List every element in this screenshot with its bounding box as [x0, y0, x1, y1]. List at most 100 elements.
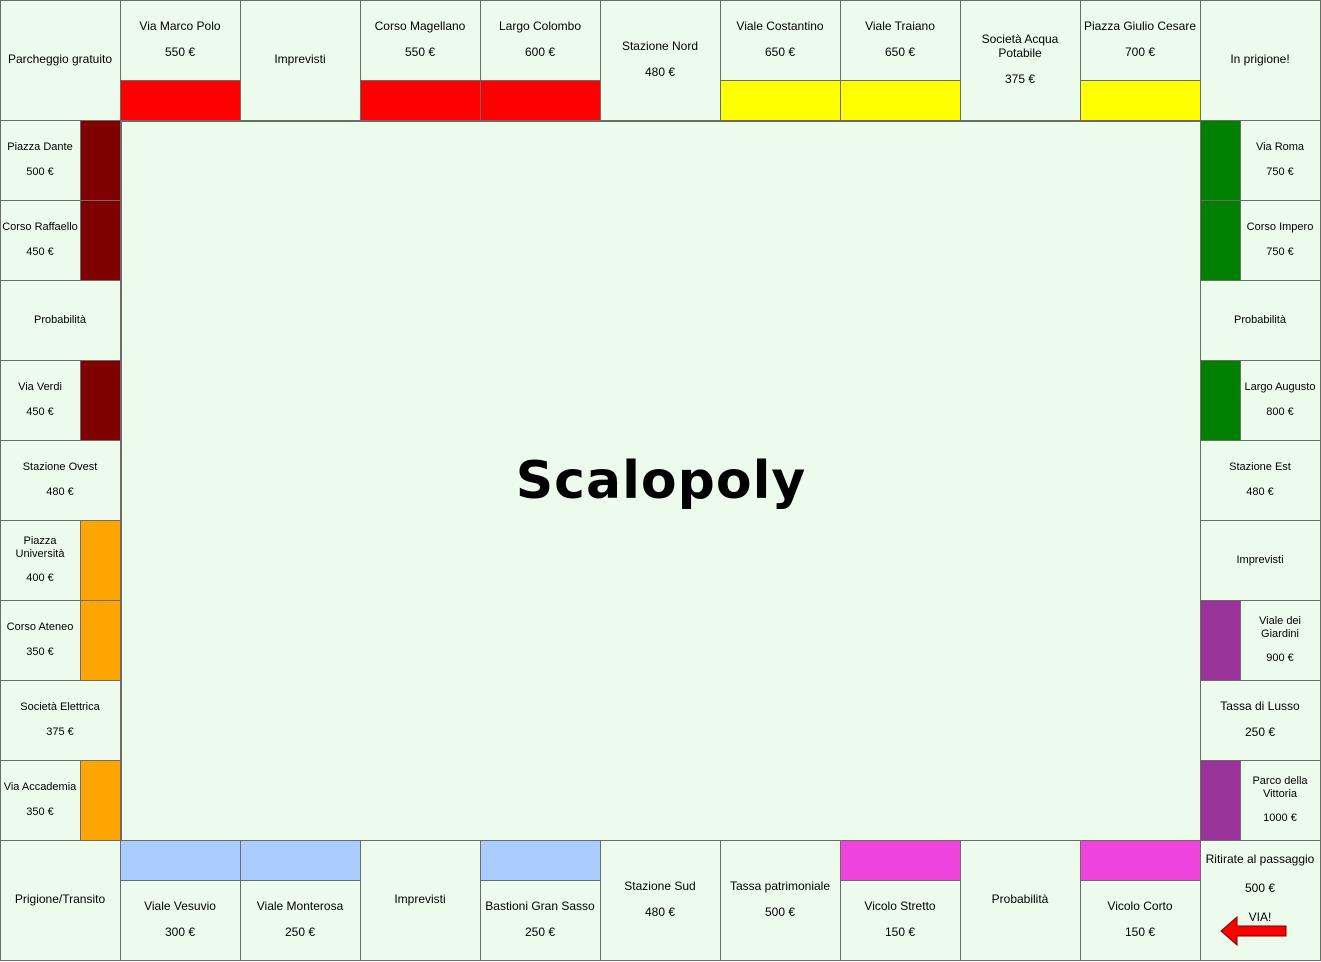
- space-name: Viale dei Giardini: [1259, 615, 1301, 640]
- go-text-line1: Ritirate al passaggio: [1205, 852, 1315, 867]
- space-price: 750 €: [1266, 246, 1294, 258]
- space-name: Viale Vesuvio: [144, 899, 216, 914]
- space-price: 1000 €: [1263, 812, 1297, 825]
- space-text: Stazione Est 480 €: [1202, 442, 1318, 518]
- space-name: Imprevisti: [274, 52, 326, 67]
- space-price: 250 €: [1244, 725, 1276, 739]
- space-imprevisti[interactable]: [240, 0, 361, 121]
- space-price: 250 €: [284, 925, 316, 939]
- corner-label: Prigione/Transito: [2, 842, 118, 958]
- space-price: 650 €: [884, 45, 916, 59]
- space-stazione-sud[interactable]: [600, 840, 721, 961]
- color-band: [80, 360, 121, 441]
- space-name: Società Elettrica: [20, 701, 100, 714]
- space-name: Stazione Est: [1229, 461, 1291, 474]
- space-price: 600 €: [524, 45, 556, 59]
- space-text: Viale Traiano 650 €: [842, 4, 958, 76]
- space-price: 550 €: [164, 45, 196, 59]
- space-text: Imprevisti: [362, 844, 478, 956]
- space-price: 650 €: [764, 45, 796, 59]
- space-text: Imprevisti: [242, 4, 358, 116]
- space-price: 750 €: [1266, 166, 1294, 178]
- space-stazione-ovest[interactable]: [0, 440, 121, 521]
- space-probabilita[interactable]: [0, 280, 121, 361]
- space-price: 500 €: [26, 166, 54, 178]
- space-text: Via Roma 750 €: [1241, 122, 1319, 198]
- corner-free-parking[interactable]: [0, 0, 121, 121]
- color-band: [1200, 120, 1241, 201]
- space-price: 480 €: [644, 65, 676, 79]
- space-name: Via Roma: [1255, 141, 1305, 154]
- space-text: Viale Vesuvio 300 €: [122, 882, 238, 958]
- corner-go-to-jail[interactable]: [1200, 0, 1321, 121]
- space-text: Piazza Dante 500 €: [1, 122, 79, 198]
- board-center: Scalopoly: [121, 121, 1201, 841]
- space-text: Tassa patrimoniale 500 €: [722, 844, 838, 956]
- space-name: Via Verdi: [18, 381, 62, 394]
- color-band: [1200, 600, 1241, 681]
- color-band: [120, 80, 241, 121]
- space-text: Corso Ateneo 350 €: [1, 602, 79, 678]
- go-text-line2: 500 €: [1244, 881, 1276, 896]
- space-name: Bastioni Gran Sasso: [485, 899, 595, 914]
- space-text: Tassa di Lusso 250 €: [1202, 682, 1318, 758]
- space-text: Vicolo Corto 150 €: [1082, 882, 1198, 958]
- space-name: Tassa di Lusso: [1220, 699, 1300, 714]
- space-tassa-di-lusso[interactable]: [1200, 680, 1321, 761]
- corner-jail[interactable]: [0, 840, 121, 961]
- color-band: [80, 120, 121, 201]
- space-name: Largo Colombo: [498, 19, 582, 34]
- space-name: Corso Magellano: [374, 19, 466, 34]
- space-name: Corso Ateneo: [6, 621, 74, 634]
- color-band: [80, 760, 121, 841]
- color-band: [720, 80, 841, 121]
- color-band: [80, 600, 121, 681]
- space-name: Corso Raffaello: [2, 221, 78, 234]
- space-name: Probabilità: [34, 313, 86, 326]
- space-price: 480 €: [46, 486, 74, 498]
- color-band: [120, 840, 241, 881]
- space-name: Via Accademia: [3, 781, 77, 794]
- corner-go[interactable]: [1200, 840, 1321, 961]
- space-price: 350 €: [26, 806, 54, 818]
- space-name: Piazza Università: [15, 535, 65, 560]
- space-price: 700 €: [1124, 45, 1156, 59]
- space-price: 400 €: [26, 572, 54, 585]
- space-name: Probabilità: [1234, 313, 1286, 326]
- space-price: 500 €: [764, 905, 796, 919]
- space-price: 375 €: [1004, 71, 1036, 86]
- board-logo-title: Scalopoly: [515, 451, 807, 511]
- space-name: Stazione Sud: [624, 879, 696, 894]
- space-name: Società Acqua Potabile: [981, 32, 1059, 61]
- color-band: [360, 80, 481, 121]
- space-price: 350 €: [26, 646, 54, 658]
- space-text: Società Acqua Potabile 375 €: [962, 4, 1078, 116]
- space-name: Vicolo Corto: [1107, 899, 1173, 914]
- corner-label-text: Parcheggio gratuito: [7, 52, 113, 67]
- space-text: Viale Monterosa 250 €: [242, 882, 358, 958]
- space-text: Largo Augusto 800 €: [1241, 362, 1319, 438]
- go-arrow-left-icon: [1220, 915, 1287, 947]
- space-text: Viale Costantino 650 €: [722, 4, 838, 76]
- space-text: Via Marco Polo 550 €: [122, 4, 238, 76]
- space-text: Stazione Ovest 480 €: [2, 442, 118, 518]
- space-price: 250 €: [524, 925, 556, 939]
- space-text: Piazza Giulio Cesare 700 €: [1082, 4, 1198, 76]
- space-price: 375 €: [46, 726, 74, 738]
- space-societa-acqua-potabile[interactable]: [960, 0, 1081, 121]
- space-text: Corso Impero 750 €: [1241, 202, 1319, 278]
- space-name: Probabilità: [991, 892, 1049, 907]
- space-name: Via Marco Polo: [139, 19, 221, 34]
- space-name: Viale Costantino: [736, 19, 824, 34]
- corner-label-text: Prigione/Transito: [14, 892, 106, 907]
- corner-label-text: In prigione!: [1230, 52, 1290, 67]
- space-name: Corso Impero: [1246, 221, 1314, 234]
- color-band: [480, 840, 601, 881]
- space-name: Largo Augusto: [1244, 381, 1316, 394]
- color-band: [1200, 360, 1241, 441]
- space-stazione-nord[interactable]: [600, 0, 721, 121]
- space-probabilita[interactable]: [960, 840, 1081, 961]
- space-imprevisti[interactable]: [360, 840, 481, 961]
- space-text: Corso Raffaello 450 €: [1, 202, 79, 278]
